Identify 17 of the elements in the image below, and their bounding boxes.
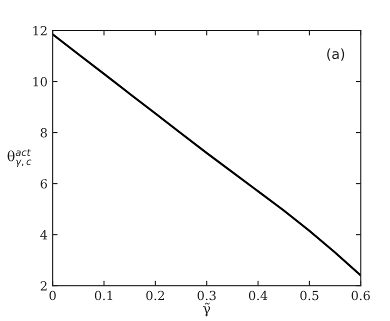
x-tick-label: 0.1 (94, 290, 112, 300)
y-axis-title: θ$^{act}$$_{γ,c}$ (8, 149, 32, 168)
y-tick-label: 8 (40, 128, 47, 138)
x-tick-label: 0.4 (248, 290, 268, 300)
y-tick-label: 6 (40, 179, 47, 189)
x-axis-title: γ̃ (203, 302, 210, 316)
line-series (52, 33, 361, 277)
y-tick-label: 10 (33, 77, 47, 86)
y-tick-label: 4 (40, 230, 48, 240)
x-tick-label: 0.5 (300, 290, 318, 300)
x-tick-label: 0.6 (352, 290, 370, 300)
x-tick-label: 0.3 (198, 290, 216, 300)
x-tick-label: 0.2 (146, 290, 164, 300)
y-tick-label: 12 (33, 26, 47, 36)
annotation: (a) (327, 48, 344, 61)
x-tick-label: 0 (50, 290, 56, 300)
y-tick-label: 2 (40, 281, 47, 290)
